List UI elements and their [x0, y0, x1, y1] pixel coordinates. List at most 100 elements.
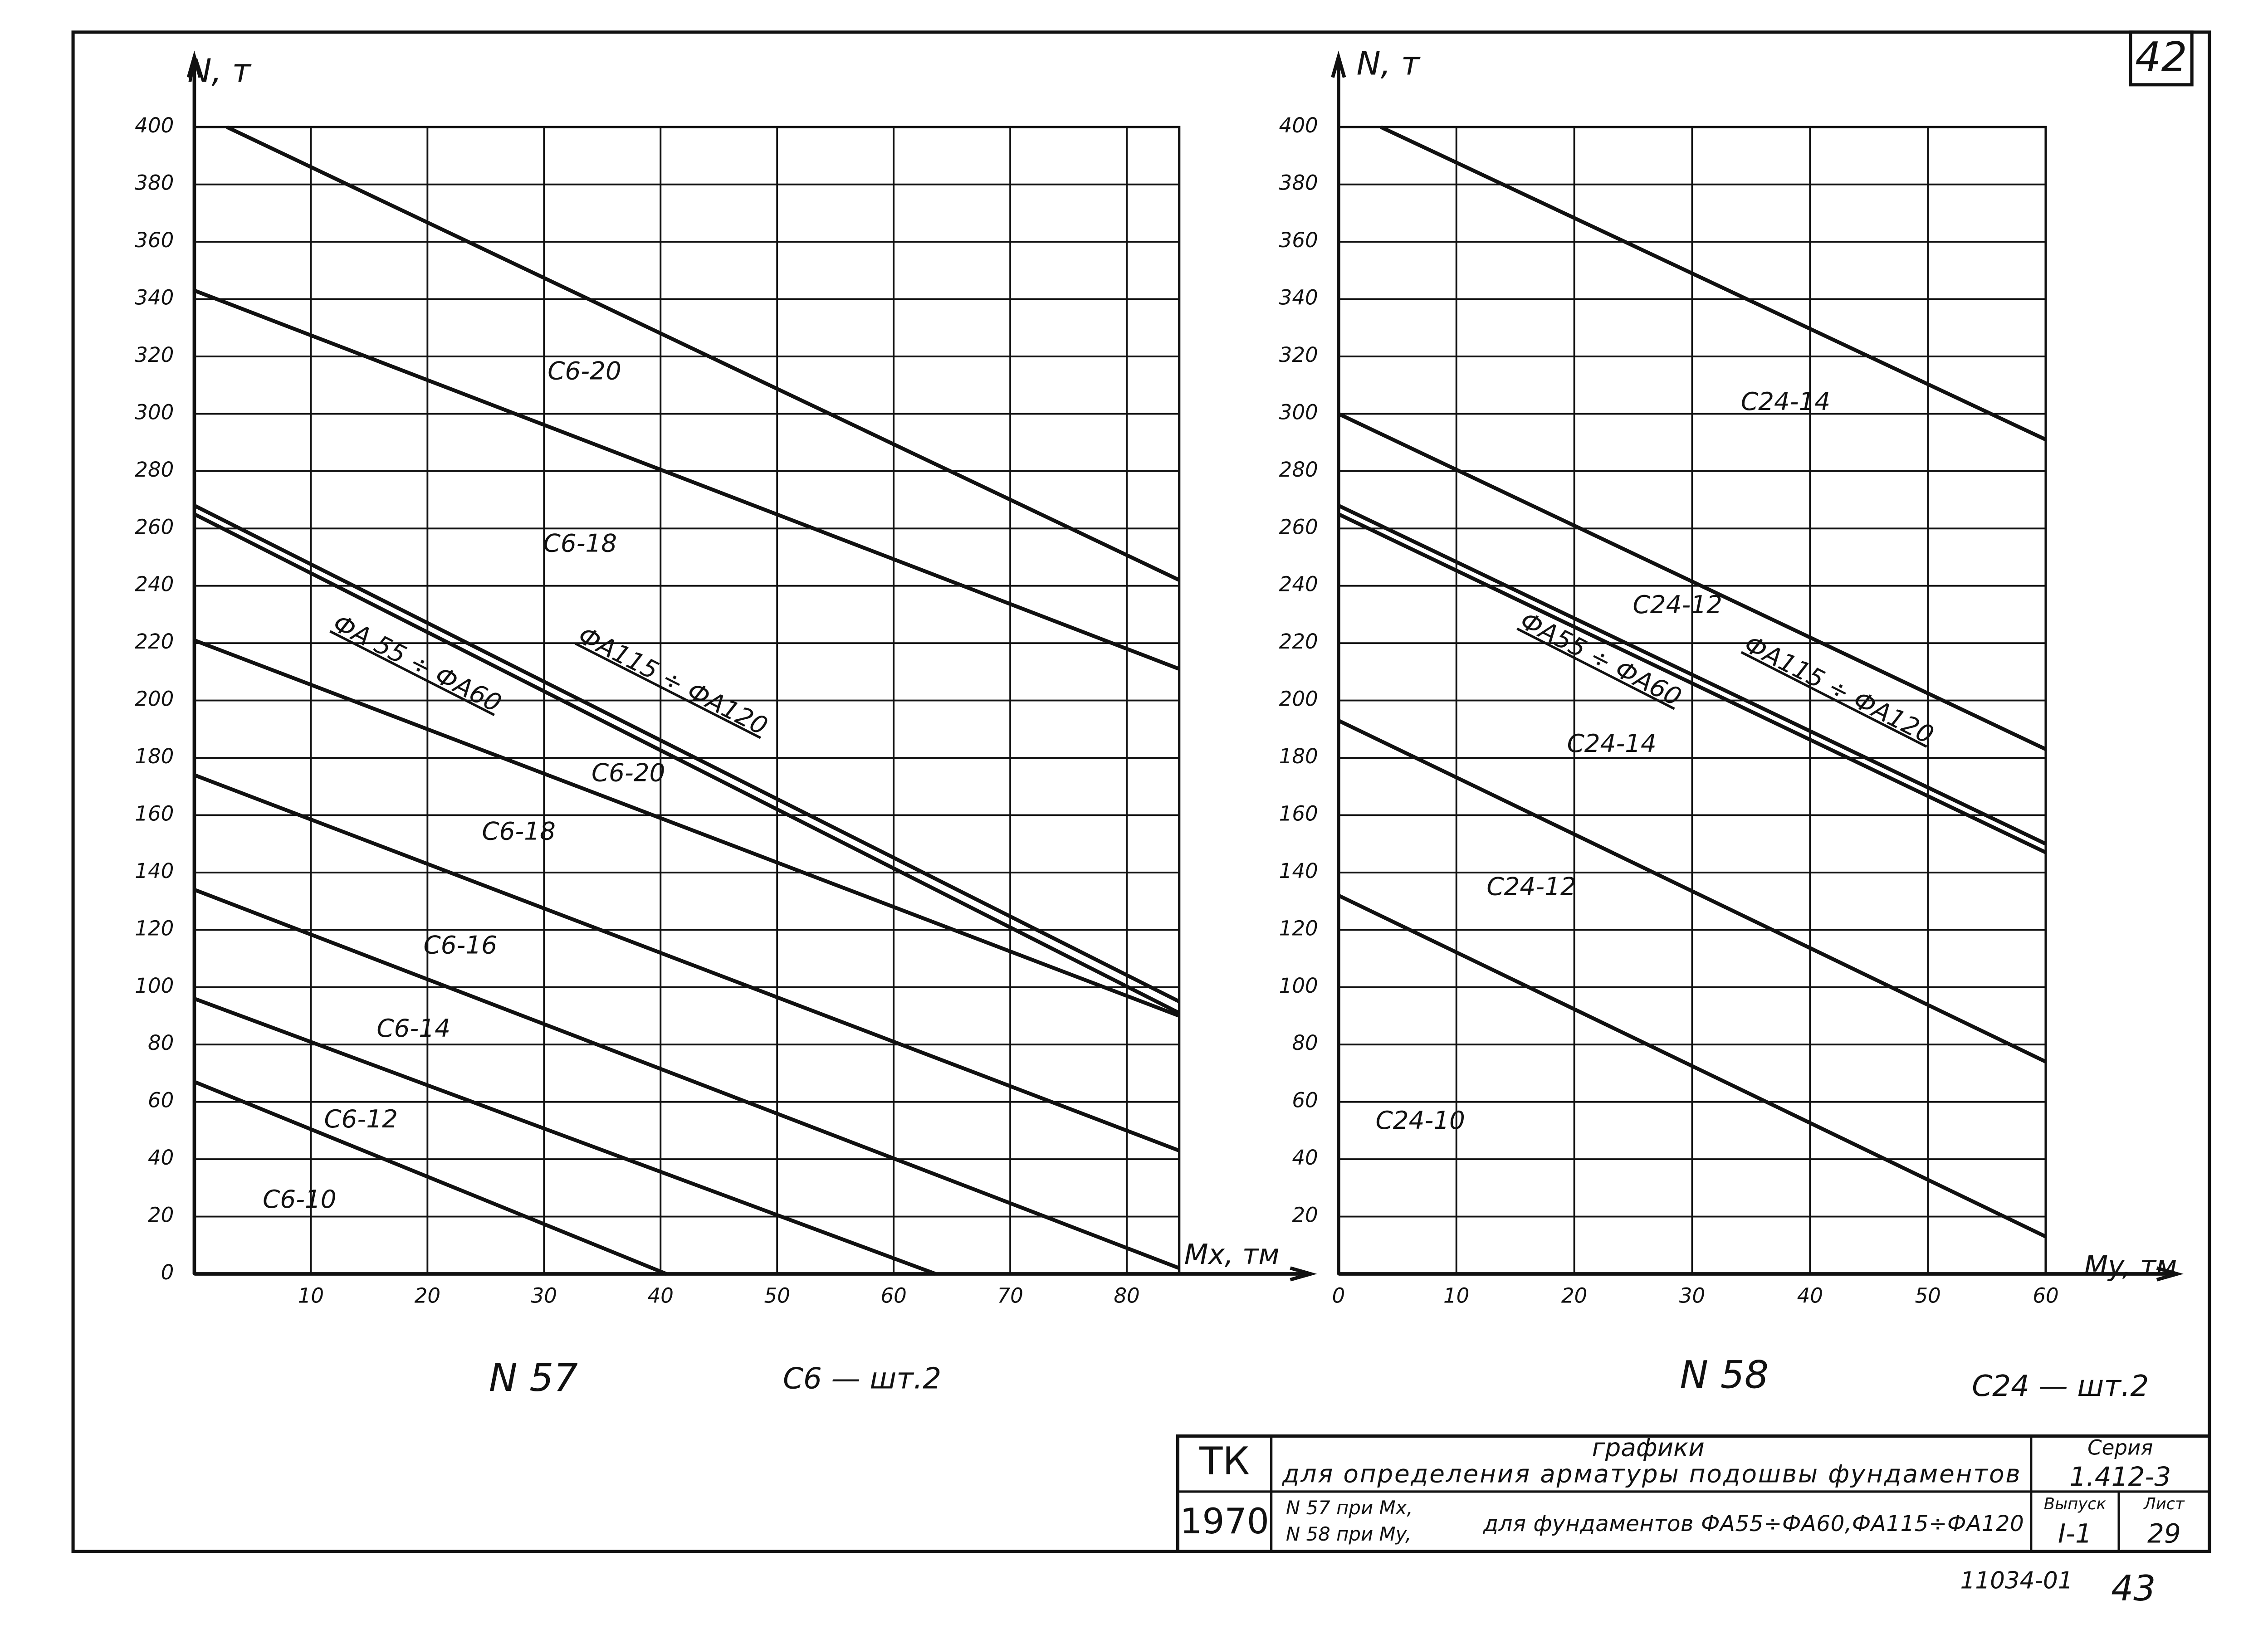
- y-tick-label: 100: [135, 974, 174, 998]
- y-tick-label: 380: [1279, 171, 1318, 195]
- y-tick-label: 20: [148, 1203, 174, 1227]
- stamp: 11034-01: [1960, 1567, 2073, 1595]
- x-tick-label: 30: [1679, 1283, 1705, 1307]
- series-line: [193, 503, 1180, 1004]
- series-line: [193, 638, 1180, 1018]
- x-tick-label: 20: [1561, 1283, 1587, 1307]
- y-tick-label: 340: [135, 286, 174, 310]
- y-tick-label: 20: [1292, 1203, 1318, 1227]
- y-tick-label: 400: [135, 113, 174, 137]
- x-tick-label: 80: [1114, 1283, 1139, 1307]
- chart: 2040608010012014016018020022024026028030…: [1279, 44, 2184, 1307]
- series-label: С6-12: [324, 1104, 398, 1133]
- y-tick-label: 100: [1279, 974, 1318, 998]
- y-tick-label: 140: [135, 859, 174, 883]
- x-tick-label: 60: [880, 1283, 906, 1307]
- y-tick-label: 240: [1279, 572, 1318, 596]
- y-tick-label: 360: [1279, 228, 1318, 252]
- x-tick-label: 40: [648, 1283, 674, 1307]
- x-tick-label: 30: [531, 1283, 557, 1307]
- y-tick-label: 380: [135, 171, 174, 195]
- x-tick-label: 70: [997, 1283, 1023, 1307]
- series-line: [193, 773, 1180, 1153]
- chart-caption: N 57: [489, 1356, 578, 1400]
- y-axis-title: N, т: [1357, 44, 1421, 82]
- y-axis-title: N, т: [188, 52, 252, 90]
- title: для фундаментов ФА55÷ФА60,ФА115÷ФА120: [1483, 1511, 2024, 1536]
- series-label: С24-12: [1633, 590, 1722, 619]
- y-axis: [186, 50, 202, 1274]
- series-line: [1380, 125, 2047, 442]
- series-label: С24-14: [1567, 729, 1657, 758]
- y-tick-label: 180: [135, 744, 174, 768]
- page-number: 42: [2135, 34, 2187, 81]
- y-tick-label: 320: [135, 343, 174, 367]
- x-tick-label: 50: [764, 1283, 790, 1307]
- x-tick-label: 50: [1915, 1283, 1941, 1307]
- annotation: С24-10: [1376, 1106, 1465, 1135]
- sheet-frame: [71, 30, 2211, 1553]
- y-tick-label: 340: [1279, 286, 1318, 310]
- series-line: [1338, 719, 2047, 1063]
- y-tick-label: 220: [135, 629, 174, 654]
- y-tick-label: 240: [135, 572, 174, 596]
- series-line: [193, 888, 1180, 1270]
- y-tick-label: 260: [1279, 515, 1318, 539]
- x-tick-label: 0: [1332, 1283, 1345, 1307]
- chart-note: С24 — шт.2: [1972, 1369, 2149, 1403]
- series-label: С24-12: [1486, 872, 1576, 901]
- y-tick-label: 160: [1279, 801, 1318, 825]
- series-line: [1338, 503, 2047, 846]
- series-line: [226, 125, 1180, 582]
- x-axis: [194, 1266, 1317, 1282]
- title-block-frame: [1176, 1434, 2211, 1553]
- y-tick-label: 140: [1279, 859, 1318, 883]
- x-axis: [1338, 1266, 2184, 1282]
- y-tick-label: 80: [1292, 1031, 1318, 1055]
- series-line: [193, 997, 937, 1276]
- series-label: С6-14: [376, 1014, 450, 1043]
- year: 1970: [1180, 1501, 1269, 1542]
- x-tick-label: 40: [1797, 1283, 1823, 1307]
- series-line: [1338, 512, 2047, 854]
- y-tick-label: 120: [135, 916, 174, 940]
- stamp-number: 43: [2111, 1568, 2156, 1609]
- chart-note: С6 — шт.2: [783, 1362, 941, 1396]
- annotation: ФА115 ÷ ФА120: [1740, 629, 1938, 750]
- title-line: N 57 при Mx,: [1286, 1497, 1413, 1519]
- series-label: С6-18: [543, 529, 617, 558]
- title-block: ТК 1970 графики для определения арматуры…: [1176, 1433, 2211, 1553]
- y-tick-label: 280: [1279, 458, 1318, 482]
- y-tick-label: 60: [1292, 1088, 1318, 1112]
- y-tick-label: 200: [135, 687, 174, 711]
- y-tick-label: 320: [1279, 343, 1318, 367]
- sheet-number: 29: [2147, 1518, 2181, 1549]
- series-line: [193, 1080, 667, 1276]
- series-label: С6-20: [591, 758, 665, 787]
- y-tick-label: 180: [1279, 744, 1318, 768]
- y-tick-label: 0: [161, 1260, 174, 1284]
- issue: I-1: [2058, 1518, 2092, 1549]
- x-tick-label: 60: [2033, 1283, 2058, 1307]
- y-tick-label: 300: [1279, 400, 1318, 424]
- series-line: [193, 288, 1180, 671]
- sheet-label: Лист: [2143, 1495, 2185, 1513]
- x-axis-title: Mx, тм: [1184, 1239, 1280, 1271]
- y-tick-label: 280: [135, 458, 174, 482]
- series-label: С6-16: [424, 931, 498, 960]
- series-line: [193, 512, 1180, 1015]
- title: для определения арматуры подошвы фундаме…: [1282, 1459, 2020, 1488]
- y-tick-label: 40: [1292, 1146, 1318, 1170]
- title: графики: [1592, 1433, 1705, 1462]
- page-number-box: [2129, 30, 2194, 87]
- y-tick-label: 80: [148, 1031, 174, 1055]
- y-tick-label: 360: [135, 228, 174, 252]
- org: ТК: [1199, 1439, 1250, 1483]
- issue-label: Выпуск: [2044, 1495, 2107, 1513]
- y-tick-label: 120: [1279, 916, 1318, 940]
- y-axis: [1331, 50, 1346, 1274]
- y-tick-label: 160: [135, 801, 174, 825]
- series-line: [1338, 893, 2047, 1239]
